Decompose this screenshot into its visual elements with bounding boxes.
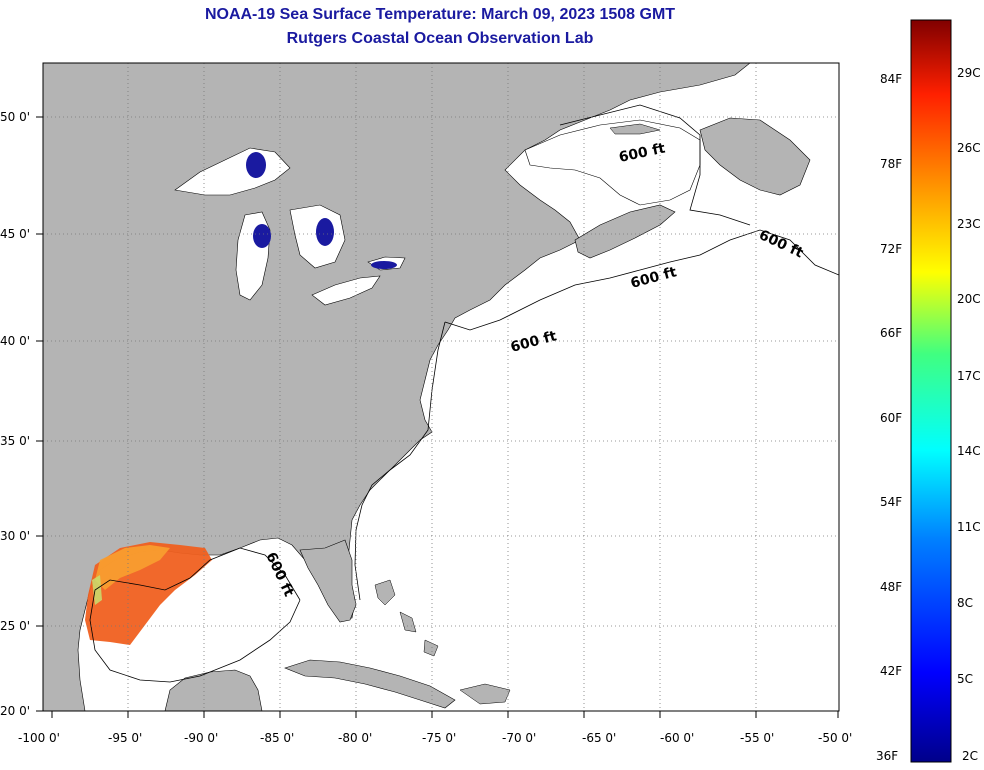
colorbar-f-label: 48F xyxy=(880,580,902,594)
hispaniola xyxy=(459,683,511,705)
colorbar-c-label: 17C xyxy=(957,369,981,383)
cuba xyxy=(284,659,456,709)
graticule xyxy=(43,63,839,711)
lake-michigan-sst xyxy=(253,224,271,248)
map-title: NOAA-19 Sea Surface Temperature: March 0… xyxy=(204,6,676,23)
isobath-600ft-gulf xyxy=(89,547,301,683)
lat-label: 50 0' xyxy=(0,110,30,124)
colorbar-c-label: 26C xyxy=(957,141,981,155)
lat-label: 45 0' xyxy=(0,227,30,241)
colorbar-f-label: 42F xyxy=(880,664,902,678)
sst-gulf-shelf xyxy=(95,545,170,590)
newfoundland xyxy=(699,117,811,196)
lon-label: -90 0' xyxy=(184,731,218,745)
colorbar-f-label: 84F xyxy=(880,72,902,86)
lat-label: 25 0' xyxy=(0,619,30,633)
colorbar-f-label: 60F xyxy=(880,411,902,425)
lon-label: -65 0' xyxy=(582,731,616,745)
anticosti xyxy=(609,123,661,135)
lat-label: 35 0' xyxy=(0,434,30,448)
latitude-labels: 50 0' 45 0' 40 0' 35 0' 30 0' 25 0' 20 0… xyxy=(0,110,30,718)
colorbar-c-label: 23C xyxy=(957,217,981,231)
map-frame xyxy=(42,62,840,712)
lon-label: -95 0' xyxy=(108,731,142,745)
colorbar-c-labels: 29C 26C 23C 20C 17C 14C 11C 8C 5C 2C xyxy=(957,66,981,763)
lon-label: -55 0' xyxy=(740,731,774,745)
colorbar-c-label: 20C xyxy=(957,292,981,306)
lat-label: 20 0' xyxy=(0,704,30,718)
lake-erie xyxy=(311,275,381,306)
lon-label: -85 0' xyxy=(260,731,294,745)
nova-scotia xyxy=(574,204,676,259)
frame-ticks xyxy=(36,116,839,718)
isobath-600ft-east xyxy=(444,229,839,331)
lon-label: -75 0' xyxy=(422,731,456,745)
colorbar-f-label: 78F xyxy=(880,157,902,171)
colorbar-c-label: 5C xyxy=(957,672,973,686)
lon-label: -70 0' xyxy=(502,731,536,745)
lake-huron-sst xyxy=(316,218,334,246)
colorbar xyxy=(910,19,952,763)
map-subtitle: Rutgers Coastal Ocean Observation Lab xyxy=(286,30,594,47)
colorbar-c-label: 14C xyxy=(957,444,981,458)
colorbar-f-label: 54F xyxy=(880,495,902,509)
sst-gulf-coastal xyxy=(92,575,102,605)
lat-label: 30 0' xyxy=(0,529,30,543)
lon-label: -60 0' xyxy=(660,731,694,745)
florida xyxy=(299,539,357,623)
longitude-labels: -100 0' -95 0' -90 0' -85 0' -80 0' -75 … xyxy=(18,731,852,745)
colorbar-c-label: 29C xyxy=(957,66,981,80)
lake-superior-sst xyxy=(246,152,266,178)
isobath-600ft-canada xyxy=(559,104,751,226)
lon-label: -80 0' xyxy=(338,731,372,745)
yucatan xyxy=(164,669,263,711)
colorbar-f-label: 72F xyxy=(880,242,902,256)
colorbar-c-label: 2C xyxy=(962,749,978,763)
colorbar-c-label: 11C xyxy=(957,520,981,534)
colorbar-c-label: 8C xyxy=(957,596,973,610)
colorbar-f-label: 36F xyxy=(876,749,898,763)
bahamas xyxy=(374,579,439,657)
colorbar-f-label: 66F xyxy=(880,326,902,340)
lon-label: -100 0' xyxy=(18,731,60,745)
lake-ontario-sst xyxy=(371,261,397,269)
lat-label: 40 0' xyxy=(0,334,30,348)
isobath-600ft-southeast xyxy=(354,321,446,601)
colorbar-f-labels: 84F 78F 72F 66F 60F 54F 48F 42F 36F xyxy=(876,72,902,763)
gulf-st-lawrence xyxy=(524,119,701,206)
lon-label: -50 0' xyxy=(818,731,852,745)
